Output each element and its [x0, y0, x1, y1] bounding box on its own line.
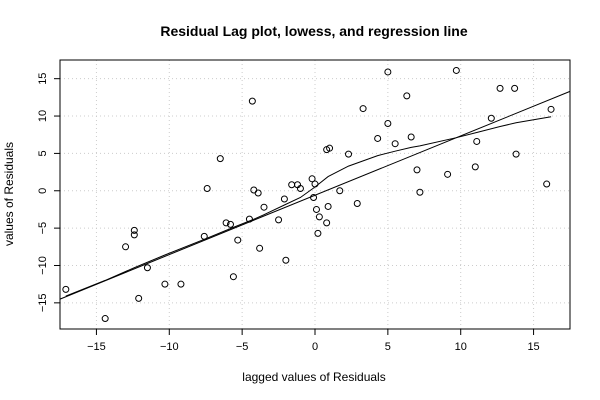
data-point	[444, 170, 452, 178]
data-point	[275, 216, 283, 224]
data-point	[130, 231, 138, 239]
data-point	[143, 264, 151, 272]
data-point	[245, 215, 253, 223]
data-point	[248, 97, 256, 105]
y-axis-title: values of Residuals	[2, 142, 16, 246]
data-point	[308, 175, 316, 183]
data-point	[407, 133, 415, 141]
points-layer	[62, 66, 555, 323]
data-point	[312, 205, 320, 213]
data-point	[359, 105, 367, 113]
x-tick-label: −10	[160, 341, 179, 353]
data-point	[216, 155, 224, 163]
plot-area	[59, 59, 571, 330]
data-point	[416, 188, 424, 196]
data-point	[315, 213, 323, 221]
data-point	[177, 280, 185, 288]
data-point	[280, 195, 288, 203]
lowess-curve	[65, 116, 552, 297]
data-point	[256, 244, 264, 252]
x-tick-label: 0	[312, 341, 318, 353]
data-point	[226, 220, 234, 228]
data-point	[471, 163, 479, 171]
x-tick-label: 5	[385, 341, 391, 353]
data-point	[222, 219, 230, 227]
data-point	[496, 84, 504, 92]
data-point	[260, 203, 268, 211]
x-axis-title: lagged values of Residuals	[242, 370, 385, 384]
x-tick-label: 10	[455, 341, 467, 353]
data-point	[487, 114, 495, 122]
x-tick-label: −15	[87, 341, 106, 353]
data-point	[282, 256, 290, 264]
y-tick-label: −5	[37, 222, 49, 235]
x-tick-label: 15	[527, 341, 539, 353]
data-point	[314, 229, 322, 237]
x-tick-label: −5	[236, 341, 249, 353]
data-point	[130, 226, 138, 234]
data-point	[161, 280, 169, 288]
data-point	[374, 134, 382, 142]
data-point	[101, 315, 109, 323]
data-point	[62, 285, 70, 293]
data-point	[122, 243, 130, 251]
y-tick-label: −15	[37, 294, 49, 313]
data-point	[324, 202, 332, 210]
chart-title: Residual Lag plot, lowess, and regressio…	[160, 23, 468, 39]
y-tick-label: 5	[37, 150, 49, 156]
y-tick-label: 0	[37, 188, 49, 194]
data-point	[200, 232, 208, 240]
data-point	[326, 144, 334, 152]
y-tick-label: 10	[37, 110, 49, 122]
data-point	[547, 105, 555, 113]
data-point	[254, 189, 262, 197]
data-point	[452, 66, 460, 74]
data-point	[543, 180, 551, 188]
data-point	[511, 84, 519, 92]
data-point	[413, 166, 421, 174]
data-point	[345, 150, 353, 158]
data-point	[234, 236, 242, 244]
data-point	[323, 219, 331, 227]
data-point	[473, 137, 481, 145]
data-point	[336, 187, 344, 195]
data-point	[135, 294, 143, 302]
data-point	[311, 180, 319, 188]
data-point	[512, 150, 520, 158]
data-point	[229, 273, 237, 281]
lowess-layer	[65, 116, 552, 297]
data-point	[296, 185, 304, 193]
y-axis: −15 −10 −5 0 5 10 15	[37, 73, 61, 313]
data-point	[403, 92, 411, 100]
y-tick-label: 15	[37, 73, 49, 85]
x-axis: −15 −10 −5 0 5 10 15	[87, 328, 540, 353]
data-point	[310, 193, 318, 201]
y-tick-label: −10	[37, 256, 49, 275]
data-point	[353, 199, 361, 207]
data-point	[391, 140, 399, 148]
data-point	[203, 185, 211, 193]
data-point	[384, 68, 392, 76]
data-point	[384, 120, 392, 128]
